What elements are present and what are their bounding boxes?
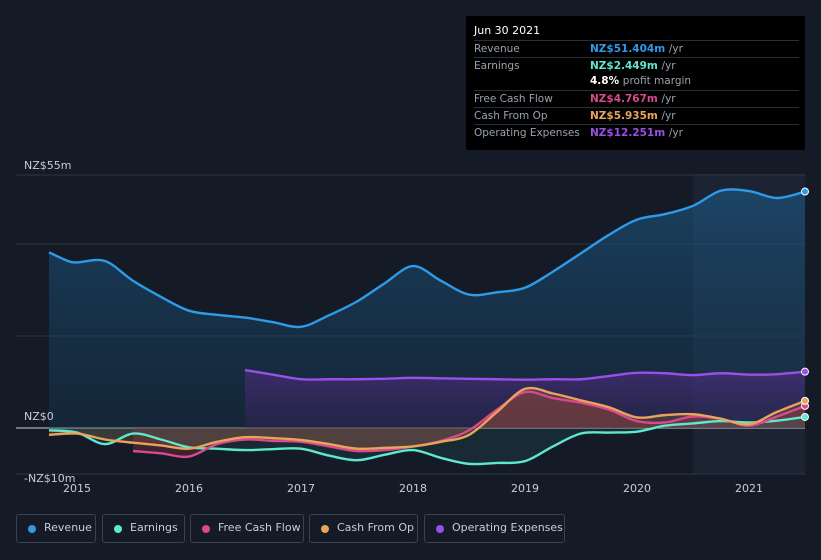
tooltip-label: Operating Expenses [474, 127, 580, 139]
earnings-line [48, 415, 806, 466]
tooltip: Jun 30 2021 Revenue NZ$51.404m /yr Earni… [466, 16, 805, 150]
legend-label: Operating Expenses [452, 521, 563, 534]
tooltip-value: NZ$4.767m /yr [590, 93, 676, 105]
revenue-end-point [801, 187, 809, 196]
tooltip-row-margin: 4.8% profit margin [474, 73, 799, 89]
tooltip-profit-margin: 4.8% profit margin [590, 75, 692, 87]
legend-dot [436, 525, 444, 533]
tooltip-row-revenue: Revenue NZ$51.404m /yr [474, 40, 799, 57]
tooltip-value: NZ$51.404m /yr [590, 43, 683, 55]
legend-item-free-cash-flow[interactable]: Free Cash Flow [190, 514, 304, 543]
y-tick-label: NZ$55m [24, 159, 71, 172]
earnings-end-point [801, 412, 809, 421]
x-tick-label: 2015 [63, 482, 91, 495]
revenue-area [49, 189, 805, 428]
tooltip-label: Revenue [474, 43, 520, 55]
tooltip-label: Cash From Op [474, 110, 548, 122]
tooltip-row-fcf: Free Cash Flow NZ$4.767m /yr [474, 90, 799, 107]
cash-from-op-line [48, 386, 806, 451]
free-cash-flow-line [132, 390, 806, 459]
operating-expenses-end-point [801, 367, 809, 376]
tooltip-date: Jun 30 2021 [474, 24, 541, 37]
tooltip-label: Earnings [474, 60, 520, 72]
legend-label: Revenue [44, 521, 92, 534]
tooltip-value: NZ$2.449m /yr [590, 60, 676, 72]
legend-dot [321, 525, 329, 533]
x-tick-label: 2021 [735, 482, 763, 495]
operating-expenses-line [244, 368, 806, 381]
x-tick-label: 2020 [623, 482, 651, 495]
x-tick-label: 2016 [175, 482, 203, 495]
y-tick-label: -NZ$10m [24, 472, 75, 485]
cash-from-op-end-point [801, 396, 809, 405]
tooltip-row-earnings: Earnings NZ$2.449m /yr [474, 57, 799, 74]
legend-label: Free Cash Flow [218, 521, 301, 534]
y-tick-label: NZ$0 [24, 410, 54, 423]
x-tick-label: 2019 [511, 482, 539, 495]
tooltip-row-opex: Operating Expenses NZ$12.251m /yr [474, 124, 799, 141]
legend-label: Cash From Op [337, 521, 415, 534]
legend-item-cash-from-op[interactable]: Cash From Op [309, 514, 418, 543]
cash-from-op-area [49, 388, 805, 449]
legend-item-earnings[interactable]: Earnings [102, 514, 185, 543]
legend-item-revenue[interactable]: Revenue [16, 514, 96, 543]
revenue-line [48, 188, 806, 329]
legend-dot [28, 525, 36, 533]
x-tick-label: 2017 [287, 482, 315, 495]
legend-dot [202, 525, 210, 533]
tooltip-row-cfo: Cash From Op NZ$5.935m /yr [474, 107, 799, 124]
legend-label: Earnings [130, 521, 178, 534]
x-tick-label: 2018 [399, 482, 427, 495]
legend-item-operating-expenses[interactable]: Operating Expenses [424, 514, 565, 543]
tooltip-label: Free Cash Flow [474, 93, 553, 105]
earnings-area [49, 416, 805, 465]
legend-dot [114, 525, 122, 533]
tooltip-value: NZ$12.251m /yr [590, 127, 683, 139]
tooltip-value: NZ$5.935m /yr [590, 110, 676, 122]
